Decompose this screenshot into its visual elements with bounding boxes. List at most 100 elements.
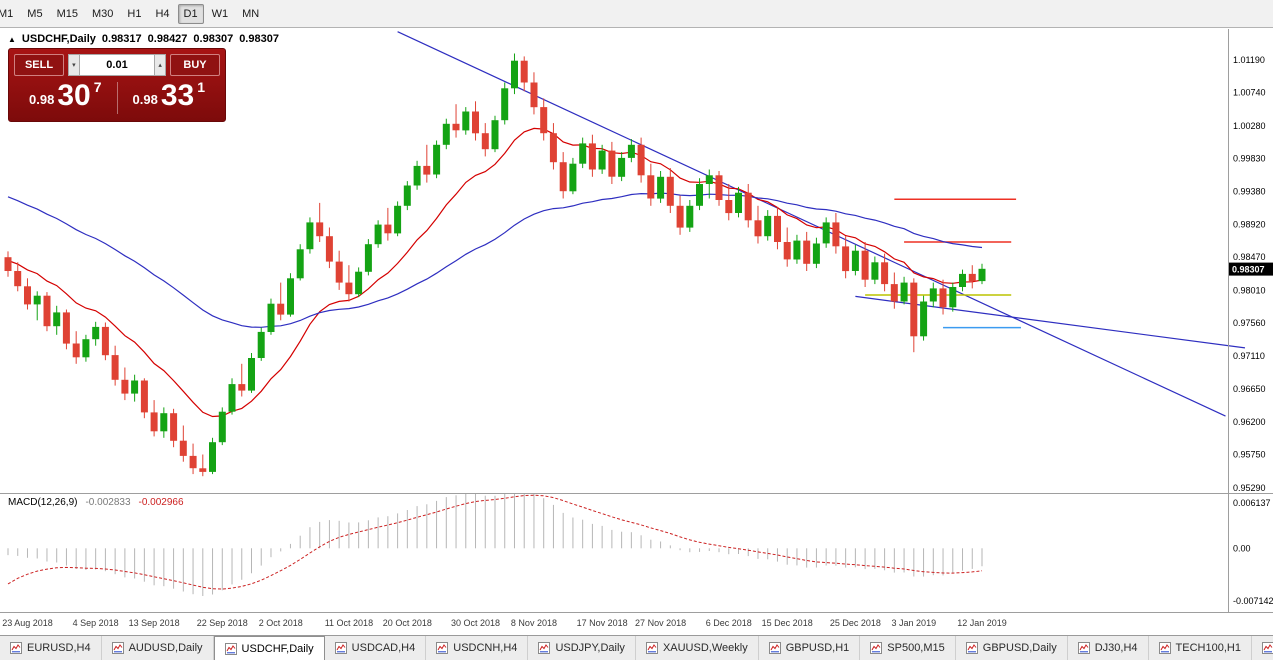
candle-body — [851, 250, 859, 271]
chart-tab-gbpusd-h1[interactable]: GBPUSD,H1 — [758, 636, 861, 660]
timeframe-button-d1[interactable]: D1 — [177, 3, 204, 24]
macd-histogram — [7, 494, 983, 596]
sell-button[interactable]: SELL — [14, 54, 64, 76]
timeframe-button-mn[interactable]: MN — [236, 4, 265, 24]
chart-tab-label: USDCNH,H4 — [453, 642, 518, 654]
date-axis-label: 2 Oct 2018 — [258, 618, 303, 628]
chart-tab-usdchf-daily[interactable]: USDCHF,Daily — [213, 636, 325, 660]
date-axis-label: 17 Nov 2018 — [576, 618, 628, 628]
candle-body — [822, 222, 830, 244]
chart-tab-label: AUDUSD,Daily — [128, 642, 203, 654]
chart-tab-xauusd-weekly[interactable]: XAUUSD,Weekly — [635, 636, 759, 660]
price-axis-label: 0.96200 — [1233, 417, 1266, 427]
macd-pane[interactable]: 0.006137 0.00 -0.007142 — [0, 494, 1273, 612]
price-axis-label: 0.98470 — [1233, 252, 1266, 262]
candle-body — [53, 312, 61, 327]
candle-body — [43, 295, 51, 327]
candle-body — [959, 273, 966, 287]
chart-tab-icon — [965, 642, 978, 654]
candle-body — [871, 262, 879, 280]
sell-price-pip: 7 — [93, 79, 102, 96]
chart-tab-icon — [768, 642, 781, 654]
low-value: 0.98307 — [193, 33, 234, 45]
date-axis[interactable]: 23 Aug 2018 4 Sep 2018 13 Sep 2018 22 Sep 2… — [0, 613, 1273, 634]
timeframe-button-w1[interactable]: W1 — [206, 4, 235, 24]
one-click-trading-panel: SELL ▾ ▴ BUY 0.98 30 7 0.98 33 1 — [8, 48, 226, 122]
sell-price[interactable]: 0.98 30 7 — [14, 78, 117, 114]
date-axis-label: 23 Aug 2018 — [2, 618, 53, 628]
candle-body — [199, 468, 207, 472]
chart-tab-tech100-h1[interactable]: TECH100,H1 — [1148, 636, 1252, 660]
chart-tab-audusd-daily[interactable]: AUDUSD,Daily — [101, 636, 214, 660]
candle-body — [111, 355, 119, 380]
candle-body — [676, 205, 684, 228]
candle-body — [325, 236, 333, 262]
price-chart[interactable]: 1.01190 1.00740 1.00280 0.99830 0.99380 0.989… — [0, 29, 1273, 493]
macd-axis[interactable]: 0.006137 0.00 -0.007142 — [1233, 498, 1273, 606]
chart-tab-sp500-m15[interactable]: SP500,M15 — [860, 636, 956, 660]
candle-body — [929, 288, 937, 302]
chart-tab-label: DJ30,H4 — [1094, 642, 1138, 654]
price-axis-label: 1.00280 — [1233, 121, 1266, 131]
chart-tab-gbpusd-daily[interactable]: GBPUSD,Daily — [955, 636, 1068, 660]
chart-tab-icon — [538, 642, 551, 654]
volume-stepper: ▾ ▴ — [68, 54, 167, 76]
candle-body — [890, 284, 898, 302]
timeframe-button-m5[interactable]: M5 — [21, 4, 48, 24]
timeframe-button-m30[interactable]: M30 — [86, 4, 119, 24]
candle-body — [569, 163, 577, 192]
candle-body — [705, 175, 713, 184]
volume-decrease-button[interactable]: ▾ — [68, 54, 80, 76]
candle-body — [666, 176, 674, 206]
trendline[interactable] — [397, 31, 1226, 417]
candle-body — [306, 222, 314, 250]
macd-signal-value: -0.002966 — [138, 497, 184, 508]
timeframe-button-m1[interactable]: M1 — [0, 4, 19, 24]
buy-price-pip: 1 — [197, 79, 205, 96]
chart-tab-dj30-h4[interactable]: DJ30,H4 — [1067, 636, 1149, 660]
candle-body — [355, 271, 363, 295]
date-axis-label: 11 Oct 2018 — [324, 618, 374, 628]
chart-tab-icon — [111, 642, 124, 654]
sell-price-big: 30 — [57, 78, 91, 112]
chart-tab-label: GBPUSD,Daily — [982, 642, 1057, 654]
volume-input[interactable] — [79, 54, 155, 76]
chart-macd-divider[interactable] — [0, 493, 1273, 494]
candle-body — [14, 271, 22, 287]
candle-body — [618, 157, 626, 177]
candle-body — [170, 413, 178, 441]
date-axis-label: 3 Jan 2019 — [891, 618, 937, 628]
candle-body — [559, 162, 567, 192]
candle-body — [910, 282, 918, 337]
candle-body — [442, 123, 450, 145]
candle-body — [900, 282, 908, 302]
candle-body — [774, 215, 781, 242]
price-axis-label: 1.00740 — [1233, 88, 1266, 98]
volume-increase-button[interactable]: ▴ — [154, 54, 167, 76]
candle-body — [481, 133, 489, 150]
candle-body — [764, 215, 772, 237]
chart-tab-ukoil-h1[interactable]: UKOil,H1 — [1251, 636, 1273, 660]
timeframe-button-m15[interactable]: M15 — [51, 4, 84, 24]
candle-body — [530, 82, 538, 108]
candle-body — [472, 111, 479, 134]
candle-body — [793, 240, 801, 260]
timeframe-button-h1[interactable]: H1 — [121, 4, 147, 24]
timeframe-button-h4[interactable]: H4 — [149, 4, 175, 24]
chart-tab-eurusd-h4[interactable]: EURUSD,H4 — [0, 636, 102, 660]
chart-tab-usdcad-h4[interactable]: USDCAD,H4 — [324, 636, 427, 660]
candle-body — [150, 412, 158, 432]
buy-price[interactable]: 0.98 33 1 — [118, 79, 221, 114]
price-axis[interactable]: 1.01190 1.00740 1.00280 0.99830 0.99380 0.989… — [1229, 55, 1273, 493]
price-axis-label: 0.95290 — [1233, 483, 1266, 493]
date-axis-label: 30 Oct 2018 — [450, 618, 501, 628]
candle-body — [735, 192, 742, 213]
date-axis-label: 15 Dec 2018 — [761, 618, 813, 628]
candle-body — [812, 243, 820, 264]
candle-body — [433, 144, 441, 175]
chart-tab-usdjpy-daily[interactable]: USDJPY,Daily — [528, 636, 636, 660]
buy-button[interactable]: BUY — [170, 54, 220, 76]
current-price-tag — [1229, 262, 1273, 276]
chart-tab-usdcnh-h4[interactable]: USDCNH,H4 — [426, 636, 529, 660]
price-axis-label: 0.99830 — [1233, 154, 1266, 164]
